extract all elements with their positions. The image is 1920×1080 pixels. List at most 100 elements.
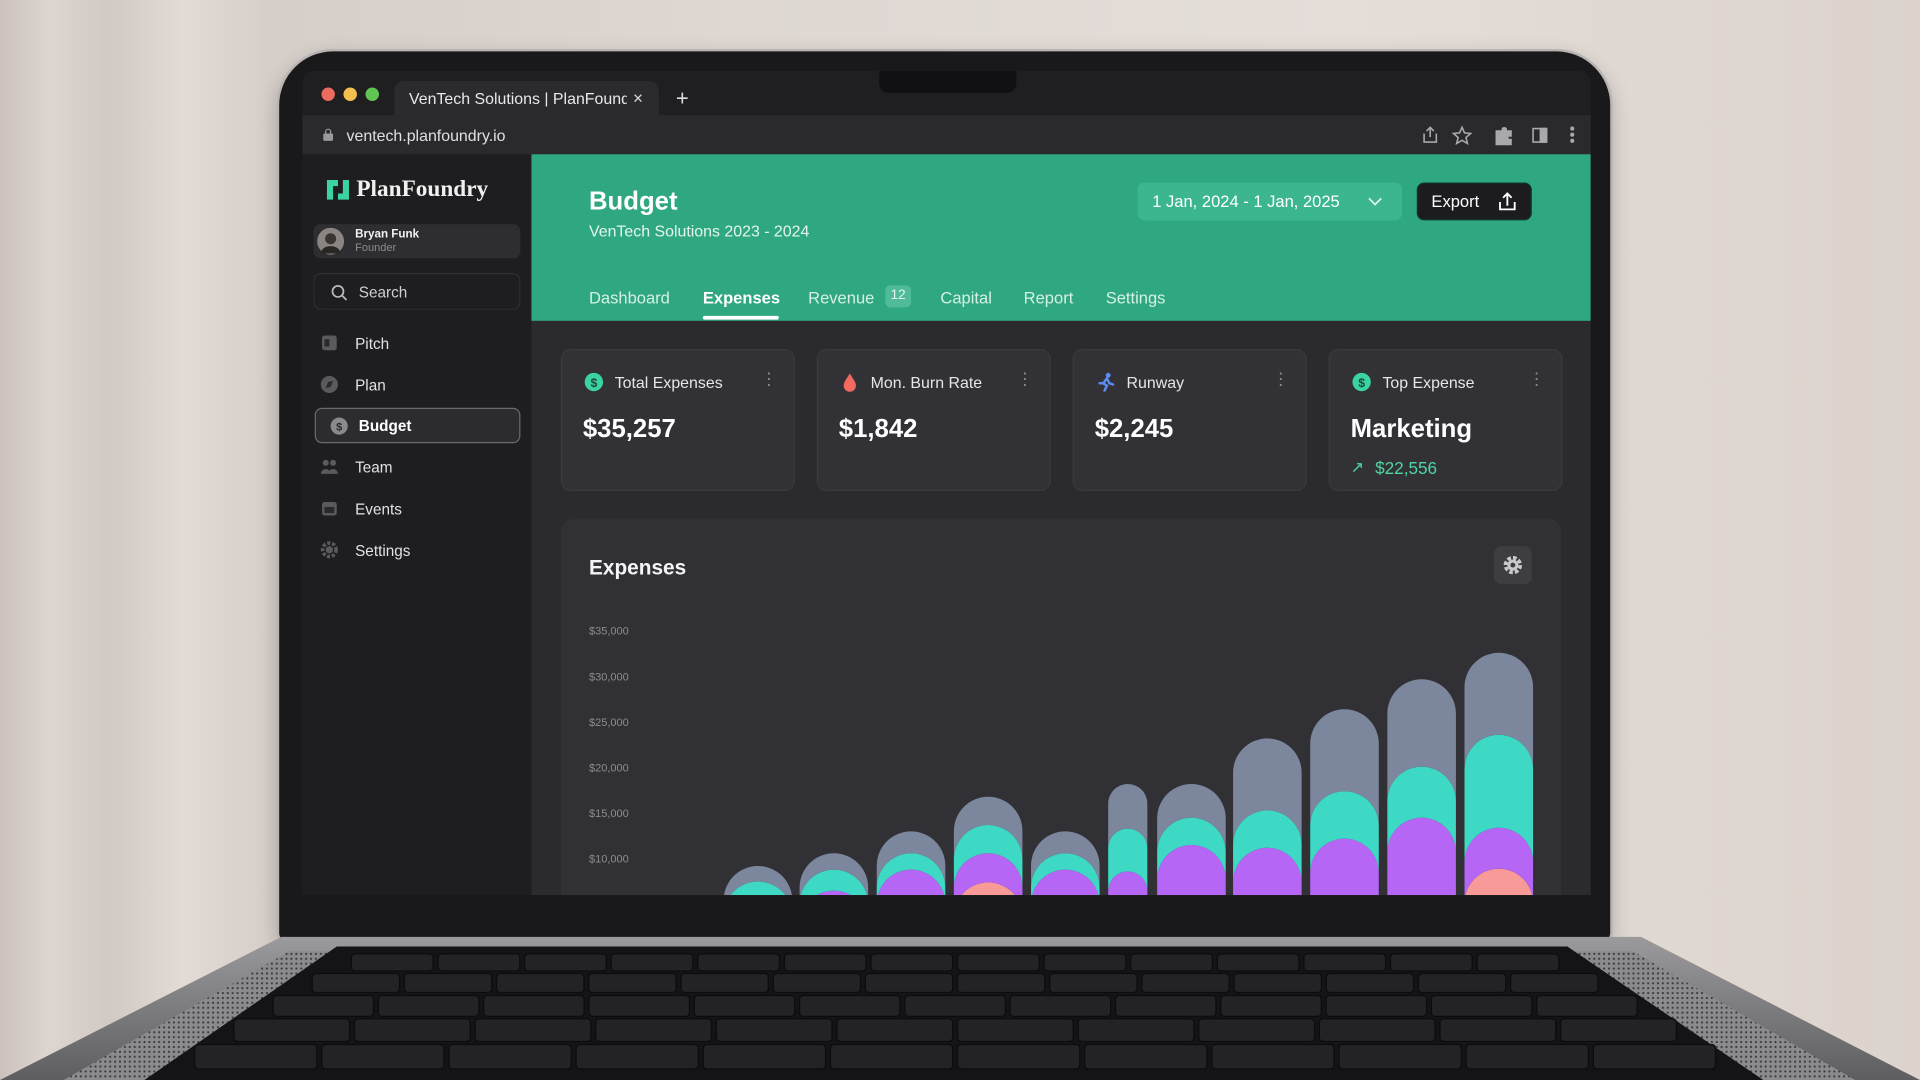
bar-segment [1157,783,1226,852]
card-value: Marketing [1350,415,1473,444]
key [1325,994,1428,1017]
user-name: Bryan Funk [355,227,420,242]
lower-bezel [280,895,1609,940]
search-box[interactable]: Search [313,273,521,310]
y-tick-label: $10,000 [589,853,629,865]
stat-card: Runway ⋮ $2,245 [1072,348,1307,492]
key [403,972,493,994]
key [1303,953,1387,972]
export-button[interactable]: Export [1416,182,1532,221]
stat-card: Mon. Burn Rate ⋮ $1,842 [816,348,1051,492]
header-tab[interactable]: Capital [940,288,992,308]
card-menu[interactable]: ⋮ [1272,368,1289,389]
chart-panel: Expenses $10,000 $15,000 $20,000 $25,000 $30… [560,519,1562,912]
card-menu[interactable]: ⋮ [1016,368,1033,389]
sidebar [302,154,532,896]
nav-item[interactable]: Events [315,491,521,527]
bar-segment [1310,791,1379,873]
chart-settings[interactable] [1493,546,1532,585]
header-tab[interactable]: Dashboard [588,288,670,308]
bar-segment [1310,838,1379,896]
export-label: Export [1431,192,1480,211]
url[interactable]: ventech.planfoundry.io [346,126,506,145]
key [1043,953,1127,972]
nav-icon [320,541,338,559]
header-tab[interactable]: Report [1023,288,1074,308]
nav-label: Settings [355,542,411,560]
key [715,1018,833,1043]
key [693,994,796,1017]
card-menu[interactable]: ⋮ [1528,368,1545,389]
header-tab[interactable]: Revenue [808,288,875,308]
nav-icon: $ [330,417,348,435]
close-dot[interactable] [321,87,335,102]
bar-segment [877,869,945,896]
bar-segment [1310,709,1379,826]
svg-text:$: $ [590,376,597,390]
bar-segment [1233,810,1302,883]
bar-segment [730,881,786,896]
nav-item[interactable]: Team [315,449,521,485]
key [772,972,862,994]
stat-card: $ Top Expense ⋮ Marketing ↗ $22,556 [1328,348,1563,492]
gear-icon [1503,555,1523,575]
user-box[interactable]: Bryan Funk Founder [313,224,521,259]
browser-tab[interactable]: VenTech Solutions | PlanFound × [394,80,659,116]
header-tab[interactable]: Settings [1105,288,1166,308]
key [474,1018,592,1043]
key [483,994,585,1017]
card-label: Mon. Burn Rate [870,373,983,392]
bar-segment [953,824,1023,888]
key [1510,972,1599,994]
active-tab-underline [702,315,779,320]
bar-segment [1465,868,1533,896]
bar-segment [1464,652,1534,770]
key [523,953,607,972]
nav-icon [322,502,337,516]
bar-segment [1108,783,1148,849]
bar-segment [1233,738,1302,845]
key [1338,1043,1462,1070]
key [1465,1043,1589,1070]
nav-label: Budget [358,417,412,435]
card-detail: $22,556 [1375,457,1438,478]
logo-text: PlanFoundry [356,176,489,203]
revenue-badge: 12 [885,285,912,308]
bar-segment [1387,679,1456,801]
bar-segment [1157,845,1226,896]
y-tick-label: $20,000 [589,762,629,774]
key [272,994,375,1017]
nav-item[interactable]: $ Budget [314,407,521,444]
key [798,994,901,1017]
card-icon [843,373,856,392]
key [1141,972,1230,994]
key [1216,953,1300,972]
card-icon: $ [1352,372,1371,392]
new-tab[interactable]: + [675,85,689,111]
nav-item[interactable]: Settings [315,533,521,569]
tab-title: VenTech Solutions | PlanFound [408,90,627,107]
key [1389,953,1473,972]
key [377,994,480,1017]
date-range[interactable]: 1 Jan, 2024 - 1 Jan, 2025 [1137,182,1403,221]
bar-segment [1157,817,1226,880]
nav-label: Plan [355,377,386,395]
key [233,1018,351,1043]
minimize-dot[interactable] [343,87,357,102]
card-label: Top Expense [1382,373,1475,392]
zoom-dot[interactable] [365,87,379,102]
header-tab[interactable]: Expenses [702,288,781,308]
nav-item[interactable]: Pitch [315,326,521,362]
tab-close[interactable]: × [633,88,644,108]
export-icon [1499,192,1516,211]
card-menu[interactable]: ⋮ [760,368,777,389]
address-bar: ventech.planfoundry.io [302,115,1591,155]
window-controls [321,87,379,102]
nav-item[interactable]: Plan [315,367,521,403]
svg-text:$: $ [1358,376,1365,390]
bar-segment [1233,847,1302,896]
key [496,972,585,994]
chevron [1368,197,1382,206]
key [1077,1018,1195,1043]
expenses-chart: $10,000 $15,000 $20,000 $25,000 $30,000 $35,0… [589,626,1534,896]
